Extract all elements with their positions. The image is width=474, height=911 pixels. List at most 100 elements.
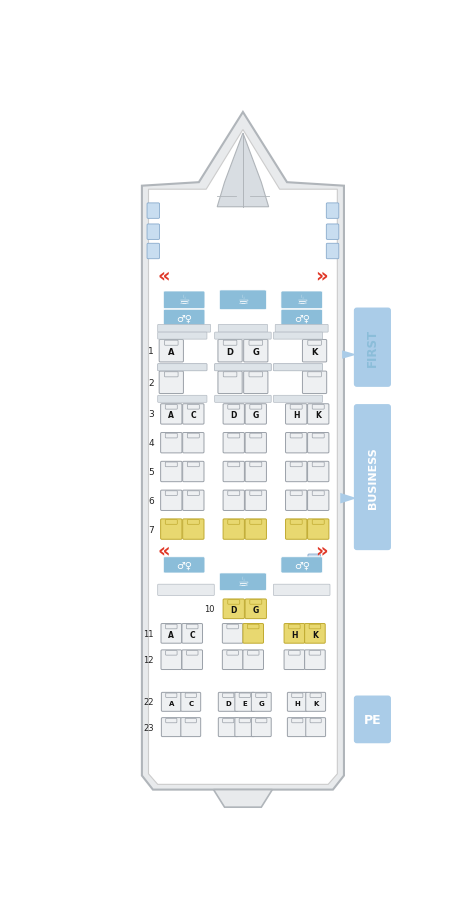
FancyBboxPatch shape [158,333,207,340]
FancyBboxPatch shape [165,650,177,655]
FancyBboxPatch shape [312,520,324,525]
FancyBboxPatch shape [290,463,302,467]
FancyBboxPatch shape [181,692,201,711]
FancyBboxPatch shape [245,599,266,619]
Text: K: K [313,701,319,706]
FancyBboxPatch shape [306,692,326,711]
FancyBboxPatch shape [215,364,271,372]
Polygon shape [342,351,357,360]
FancyBboxPatch shape [164,310,205,326]
Polygon shape [217,134,269,208]
Text: ♂♀: ♂♀ [176,313,192,323]
Text: »: » [316,541,328,560]
Text: D: D [230,606,237,615]
Text: 10: 10 [204,605,214,614]
Text: K: K [315,411,321,420]
FancyBboxPatch shape [308,433,329,454]
Text: D: D [225,701,231,706]
Text: ♂♀: ♂♀ [294,313,310,323]
FancyBboxPatch shape [292,693,303,698]
FancyBboxPatch shape [158,325,210,333]
FancyBboxPatch shape [249,341,263,346]
FancyBboxPatch shape [161,462,182,482]
Text: H: H [291,630,298,640]
FancyBboxPatch shape [251,692,271,711]
FancyBboxPatch shape [245,433,266,454]
FancyBboxPatch shape [158,364,207,372]
FancyBboxPatch shape [187,434,200,438]
FancyBboxPatch shape [228,434,240,438]
FancyBboxPatch shape [219,325,267,333]
Text: D: D [230,411,237,420]
FancyBboxPatch shape [308,490,329,511]
FancyBboxPatch shape [165,491,177,496]
FancyBboxPatch shape [249,373,263,377]
FancyBboxPatch shape [182,519,204,539]
FancyBboxPatch shape [182,490,204,511]
Text: FIRST: FIRST [366,329,379,367]
FancyBboxPatch shape [219,718,238,737]
Text: A: A [168,411,174,420]
Text: ♂♀: ♂♀ [176,560,192,570]
FancyBboxPatch shape [326,225,339,241]
FancyBboxPatch shape [223,462,245,482]
FancyBboxPatch shape [245,462,266,482]
FancyBboxPatch shape [158,396,207,403]
FancyBboxPatch shape [164,558,205,573]
FancyBboxPatch shape [290,520,302,525]
Text: 1: 1 [148,347,154,356]
FancyBboxPatch shape [312,405,324,410]
FancyBboxPatch shape [308,519,329,539]
FancyBboxPatch shape [228,600,240,605]
Text: ☕: ☕ [237,576,248,589]
FancyBboxPatch shape [287,718,307,737]
FancyBboxPatch shape [164,341,178,346]
FancyBboxPatch shape [161,404,182,425]
FancyBboxPatch shape [310,693,321,698]
FancyBboxPatch shape [309,650,321,655]
FancyBboxPatch shape [289,650,300,655]
FancyBboxPatch shape [245,490,266,511]
FancyBboxPatch shape [161,650,182,670]
FancyBboxPatch shape [284,650,305,670]
FancyBboxPatch shape [284,624,305,643]
FancyBboxPatch shape [251,718,271,737]
FancyBboxPatch shape [354,404,391,550]
FancyBboxPatch shape [228,463,240,467]
FancyBboxPatch shape [302,340,327,363]
FancyBboxPatch shape [310,719,321,723]
FancyBboxPatch shape [273,364,323,372]
FancyBboxPatch shape [275,325,328,333]
FancyBboxPatch shape [239,693,250,698]
FancyBboxPatch shape [273,396,323,403]
FancyBboxPatch shape [165,625,177,630]
FancyBboxPatch shape [308,373,321,377]
FancyBboxPatch shape [285,490,307,511]
Text: E: E [242,701,247,706]
FancyBboxPatch shape [161,692,181,711]
Text: ♂♀: ♂♀ [294,560,310,570]
FancyBboxPatch shape [326,204,339,220]
Polygon shape [340,494,357,504]
FancyBboxPatch shape [228,520,240,525]
FancyBboxPatch shape [222,650,243,670]
Text: ☕: ☕ [237,294,248,307]
Text: 12: 12 [144,656,154,664]
FancyBboxPatch shape [281,310,322,326]
Text: A: A [168,348,174,357]
FancyBboxPatch shape [147,204,160,220]
FancyBboxPatch shape [244,372,268,394]
Text: «: « [158,541,170,560]
FancyBboxPatch shape [285,519,307,539]
Text: 5: 5 [148,467,154,476]
FancyBboxPatch shape [290,491,302,496]
Text: D: D [227,348,234,357]
Text: 4: 4 [148,439,154,447]
FancyBboxPatch shape [218,340,242,363]
FancyBboxPatch shape [165,434,177,438]
FancyBboxPatch shape [255,693,267,698]
FancyBboxPatch shape [161,519,182,539]
FancyBboxPatch shape [290,434,302,438]
FancyBboxPatch shape [159,372,183,394]
FancyBboxPatch shape [308,462,329,482]
